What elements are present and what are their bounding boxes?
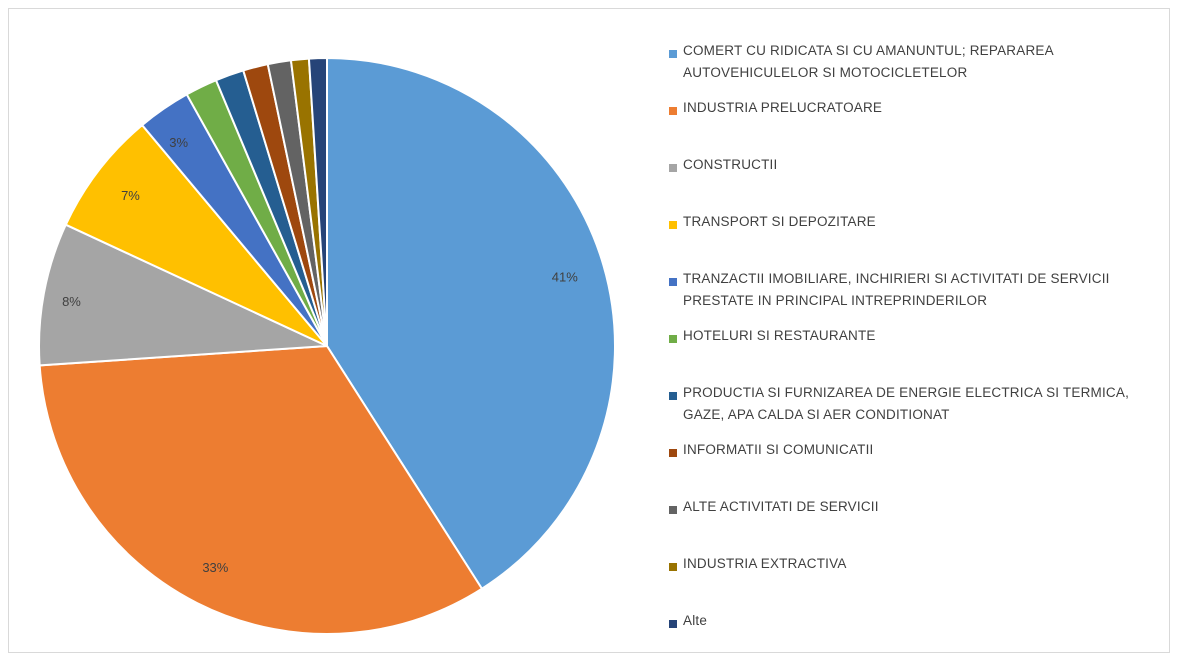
- legend-item: INDUSTRIA PRELUCRATOARE: [669, 100, 882, 119]
- legend-swatch: [669, 620, 677, 628]
- legend-item: TRANZACTII IMOBILIARE, INCHIRIERI SI ACT…: [669, 271, 1153, 312]
- legend-label: INFORMATII SI COMUNICATII: [683, 442, 874, 457]
- pie-slice-2: [38, 223, 328, 367]
- pie-slice-0: [326, 56, 616, 591]
- legend-swatch: [669, 392, 677, 400]
- pie-data-label: 41%: [552, 270, 578, 285]
- legend-swatch: [669, 335, 677, 343]
- legend-item: INDUSTRIA EXTRACTIVA: [669, 556, 847, 575]
- legend-swatch: [669, 506, 677, 514]
- legend-swatch: [669, 278, 677, 286]
- legend-swatch: [669, 50, 677, 58]
- legend-item: CONSTRUCTII: [669, 157, 777, 176]
- pie-data-label: 7%: [121, 188, 140, 203]
- pie-chart: 41% 33% 8% 7% 3%: [38, 56, 616, 635]
- legend-item: TRANSPORT SI DEPOZITARE: [669, 214, 876, 233]
- pie-data-label: 3%: [169, 135, 188, 150]
- legend-label: TRANZACTII IMOBILIARE, INCHIRIERI SI ACT…: [683, 271, 1110, 308]
- legend-item: COMERT CU RIDICATA SI CU AMANUNTUL; REPA…: [669, 43, 1153, 84]
- pie-slices: [38, 56, 616, 635]
- legend-swatch: [669, 563, 677, 571]
- pie-slice-1: [38, 344, 484, 635]
- chart-frame: 41% 33% 8% 7% 3% COMERT CU RIDICATA SI CU AM…: [8, 8, 1170, 653]
- legend-label: ALTE ACTIVITATI DE SERVICII: [683, 499, 879, 514]
- legend-item: INFORMATII SI COMUNICATII: [669, 442, 874, 461]
- legend-label: INDUSTRIA PRELUCRATOARE: [683, 100, 883, 115]
- legend-item: Alte: [669, 613, 707, 632]
- legend-item: HOTELURI SI RESTAURANTE: [669, 328, 876, 347]
- pie-data-label: 33%: [202, 560, 228, 575]
- pie-data-labels: 41% 33% 8% 7% 3%: [62, 135, 578, 575]
- legend-swatch: [669, 221, 677, 229]
- legend-swatch: [669, 164, 677, 172]
- legend-label: HOTELURI SI RESTAURANTE: [683, 328, 876, 343]
- pie-data-label: 8%: [62, 294, 81, 309]
- legend-label: INDUSTRIA EXTRACTIVA: [683, 556, 847, 571]
- legend-item: ALTE ACTIVITATI DE SERVICII: [669, 499, 879, 518]
- pie-slice-10: [307, 56, 328, 347]
- legend-label: PRODUCTIA SI FURNIZAREA DE ENERGIE ELECT…: [683, 385, 1130, 422]
- legend-label: CONSTRUCTII: [683, 157, 778, 172]
- legend-label: Alte: [683, 613, 708, 628]
- legend-swatch: [669, 449, 677, 457]
- legend-label: COMERT CU RIDICATA SI CU AMANUNTUL; REPA…: [683, 43, 1054, 80]
- legend-item: PRODUCTIA SI FURNIZAREA DE ENERGIE ELECT…: [669, 385, 1153, 426]
- legend-label: TRANSPORT SI DEPOZITARE: [683, 214, 876, 229]
- pie-slice-3: [64, 123, 328, 347]
- legend-swatch: [669, 107, 677, 115]
